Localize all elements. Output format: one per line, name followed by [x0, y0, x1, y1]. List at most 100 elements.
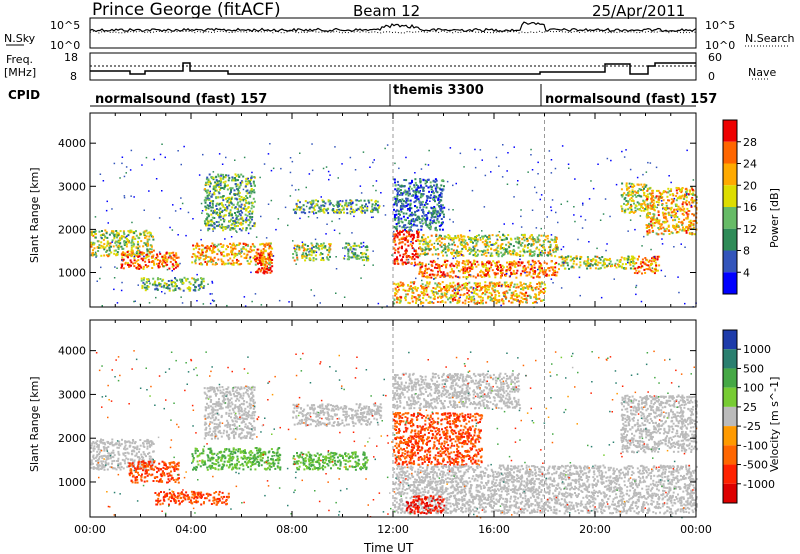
- power-panel-cell: [236, 261, 238, 264]
- power-panel-cell: [690, 205, 693, 208]
- power-panel-cell: [260, 250, 263, 253]
- power-panel-speckle: [406, 209, 409, 211]
- power-panel-cell: [438, 195, 441, 198]
- power-panel-cell: [461, 243, 463, 246]
- power-panel-cell: [405, 258, 408, 261]
- power-panel-cell: [360, 206, 363, 209]
- power-panel-cell: [130, 261, 133, 264]
- power-panel-cell: [425, 263, 428, 266]
- power-panel-cell: [537, 260, 540, 263]
- power-panel-cell: [100, 241, 103, 244]
- power-panel-cell: [116, 236, 118, 239]
- power-panel-speckle: [201, 212, 203, 214]
- power-panel-cell: [232, 242, 235, 245]
- power-panel-cell: [670, 206, 673, 209]
- power-panel-cell: [229, 228, 232, 231]
- power-panel-cell: [429, 185, 432, 188]
- power-panel-cell: [437, 282, 440, 285]
- power-panel-cell: [350, 207, 353, 210]
- power-panel-cell: [512, 293, 515, 296]
- power-panel-cell: [377, 211, 380, 214]
- power-panel-cell: [486, 288, 489, 291]
- power-panel-cell: [453, 255, 456, 258]
- power-panel-cell: [165, 283, 168, 286]
- power-panel-cell: [542, 240, 545, 242]
- power-panel-cell: [259, 258, 262, 261]
- power-panel-cell: [127, 256, 129, 259]
- power-panel-cell: [477, 253, 479, 256]
- power-panel-cell: [347, 250, 350, 253]
- power-panel-cell: [199, 283, 202, 286]
- power-panel-cell: [508, 261, 511, 264]
- power-panel-cell: [675, 225, 678, 227]
- power-panel-speckle: [270, 199, 273, 202]
- power-panel-cell: [396, 209, 398, 212]
- power-panel-cell: [506, 248, 509, 251]
- power-panel-cell: [520, 262, 523, 265]
- power-panel-cell: [519, 250, 522, 253]
- power-panel-speckle: [213, 300, 216, 302]
- power-panel-cell: [435, 222, 437, 225]
- power-panel-cell: [366, 257, 369, 260]
- power-panel-cell: [563, 267, 566, 270]
- power-panel-cell: [225, 174, 227, 177]
- power-panel-cell: [643, 191, 646, 194]
- power-panel-cell: [435, 291, 438, 294]
- power-panel-cell: [108, 233, 111, 236]
- power-panel-cell: [627, 208, 630, 211]
- power-panel-speckle: [498, 165, 500, 167]
- power-panel-speckle: [200, 202, 203, 205]
- power-panel-cell: [238, 210, 241, 213]
- power-panel-cell: [395, 225, 398, 228]
- power-panel-cell: [412, 286, 415, 289]
- power-panel-cell: [434, 276, 437, 279]
- power-panel-cell: [473, 301, 476, 304]
- power-panel-cell: [441, 221, 444, 224]
- power-panel-cell: [240, 180, 243, 183]
- power-panel-cell: [519, 281, 522, 284]
- power-panel-cell: [412, 213, 415, 216]
- power-panel-cells: [90, 143, 698, 309]
- power-panel-cell: [439, 228, 441, 231]
- power-panel-cell: [545, 262, 548, 265]
- power-panel-cell: [244, 242, 247, 245]
- power-panel-cell: [145, 229, 148, 232]
- power-panel-cell: [393, 196, 396, 199]
- power-panel-cell: [378, 205, 381, 208]
- power-panel-cell: [148, 235, 151, 238]
- power-panel-cell: [170, 283, 173, 286]
- power-panel-cell: [345, 242, 348, 245]
- power-panel-cell: [116, 231, 119, 234]
- power-panel-cell: [328, 203, 331, 206]
- power-panel-cell: [649, 212, 652, 215]
- power-panel-cell: [404, 238, 407, 241]
- power-panel-cell: [414, 190, 417, 193]
- power-panel-cell: [520, 233, 523, 236]
- power-panel-speckle: [310, 289, 312, 291]
- power-panel-cell: [232, 222, 235, 225]
- power-panel-cell: [398, 231, 401, 234]
- power-panel-cell: [434, 215, 437, 218]
- power-panel-speckle: [519, 258, 521, 261]
- power-panel-cell: [450, 248, 453, 251]
- power-panel-cell: [231, 206, 234, 209]
- power-panel-speckle: [166, 268, 169, 271]
- power-panel-cell: [172, 251, 175, 254]
- power-panel-cell: [213, 209, 216, 212]
- power-panel-cell: [138, 267, 141, 270]
- power-panel-cell: [426, 243, 429, 246]
- power-panel-speckle: [421, 250, 424, 252]
- power-panel-cell: [220, 258, 223, 261]
- power-panel-cell: [236, 211, 239, 214]
- power-panel-cell: [201, 244, 203, 247]
- power-panel-speckle: [259, 176, 261, 179]
- power-panel-cell: [435, 226, 437, 229]
- power-panel-cell: [246, 214, 249, 217]
- power-panel-cell: [481, 299, 484, 302]
- power-panel-cell: [595, 263, 597, 266]
- power-panel-cell: [194, 278, 197, 281]
- power-panel-cell: [245, 199, 247, 202]
- power-panel-cell: [484, 245, 487, 248]
- power-panel-cell: [466, 268, 469, 271]
- power-panel-cell: [562, 263, 565, 266]
